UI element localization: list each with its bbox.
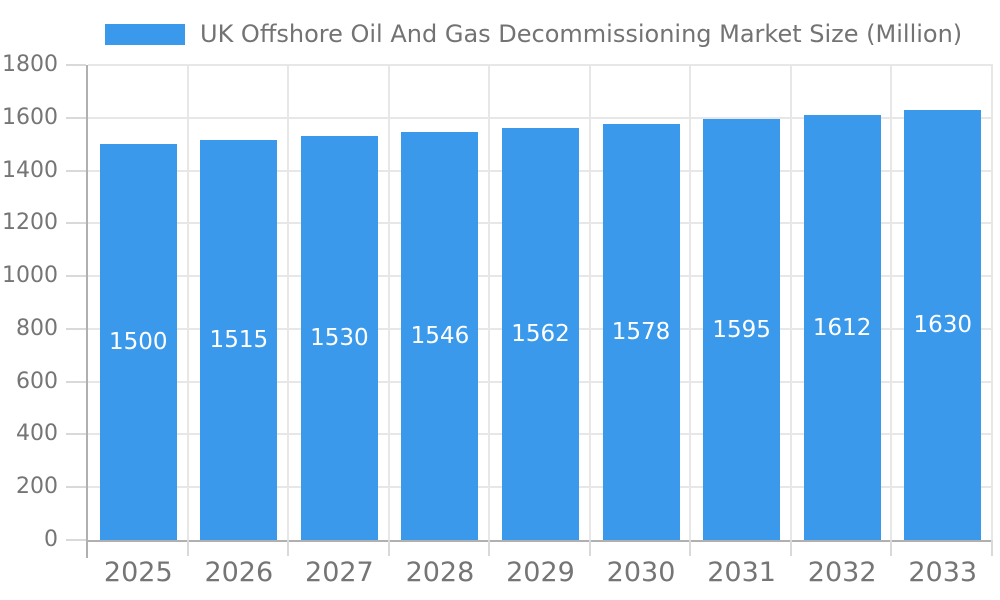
y-axis-label: 1600: [2, 104, 58, 130]
y-tick: [66, 539, 86, 541]
bar[interactable]: 1595: [703, 119, 781, 540]
x-gridline: [789, 65, 792, 540]
bar-value-label: 1595: [712, 316, 771, 343]
y-tick: [66, 116, 86, 119]
x-tick: [287, 540, 290, 556]
y-axis-label: 1000: [2, 263, 58, 289]
x-axis-label: 2025: [103, 557, 173, 588]
y-axis-label: 400: [16, 421, 58, 447]
x-gridline: [890, 65, 893, 540]
x-axis-label: 2031: [707, 557, 776, 588]
x-tick: [186, 540, 189, 556]
bar[interactable]: 1630: [904, 110, 982, 540]
y-tick: [66, 433, 86, 436]
bar-value-label: 1562: [511, 321, 570, 347]
bar[interactable]: 1500: [99, 144, 177, 540]
y-tick: [66, 275, 86, 278]
legend-item[interactable]: UK Offshore Oil And Gas Decommissioning …: [105, 20, 962, 48]
y-gridline: [88, 116, 993, 119]
y-axis-label: 1800: [2, 52, 58, 77]
x-gridline: [588, 65, 591, 540]
legend-swatch: [105, 23, 185, 45]
bar[interactable]: 1612: [803, 115, 881, 540]
x-axis-label: 2032: [807, 557, 877, 588]
y-axis-label: 1400: [2, 157, 58, 183]
y-axis-label: 800: [16, 315, 58, 341]
x-axis-label: 2030: [606, 557, 676, 588]
bar-value-label: 1578: [611, 319, 671, 345]
x-gridline: [488, 65, 491, 540]
y-tick: [66, 169, 86, 172]
bar[interactable]: 1578: [602, 124, 680, 540]
x-tick: [689, 540, 692, 556]
bar-value-label: 1546: [410, 323, 470, 349]
y-tick: [66, 380, 86, 383]
y-tick: [66, 222, 86, 225]
bar[interactable]: 1562: [502, 128, 579, 540]
x-gridline: [186, 65, 189, 540]
x-gridline: [689, 65, 692, 540]
x-tick: [387, 540, 390, 556]
bar-value-label: 1530: [310, 325, 369, 351]
bar-value-label: 1612: [812, 314, 872, 341]
x-gridline: [287, 65, 290, 540]
y-tick: [66, 64, 86, 66]
x-axis-label: 2028: [405, 557, 475, 588]
x-axis-label: 2029: [506, 557, 575, 588]
y-gridline: [88, 64, 993, 66]
x-axis-label: 2027: [305, 557, 374, 588]
bar[interactable]: 1546: [401, 132, 479, 540]
y-tick: [66, 327, 86, 330]
x-tick: [789, 540, 792, 556]
x-axis-line: [86, 540, 993, 542]
x-axis-label: 2033: [908, 557, 978, 588]
x-gridline: [991, 65, 993, 540]
y-tick: [66, 486, 86, 489]
y-axis-line: [86, 65, 88, 558]
bar[interactable]: 1530: [300, 136, 378, 540]
plot-area: 0 200 400 600 800 1000 1200 1400 1600 1800 1500 202…: [2, 52, 993, 588]
bar-value-label: 1630: [913, 312, 972, 338]
x-gridline: [387, 65, 390, 540]
x-tick: [588, 540, 591, 556]
bar[interactable]: 1515: [200, 140, 278, 540]
y-axis-label: 200: [16, 474, 58, 500]
x-tick: [991, 540, 993, 556]
bar-value-label: 1500: [108, 329, 168, 355]
x-tick: [488, 540, 491, 556]
y-axis-label: 600: [16, 368, 58, 394]
bar-value-label: 1515: [209, 327, 269, 353]
y-axis-label: 0: [44, 527, 58, 552]
legend-label: UK Offshore Oil And Gas Decommissioning …: [200, 20, 963, 48]
y-axis-label: 1200: [2, 210, 58, 236]
x-axis-label: 2026: [204, 557, 274, 588]
x-tick: [890, 540, 893, 556]
